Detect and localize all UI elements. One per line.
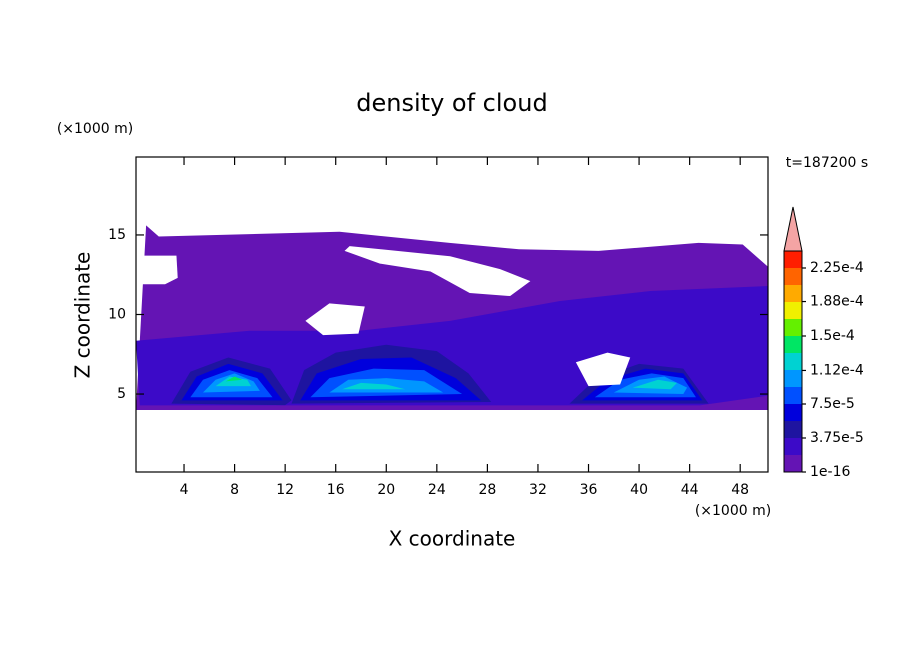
- colorbar-band: [784, 336, 802, 353]
- x-tick-label: 32: [529, 482, 547, 498]
- x-tick-label: 12: [276, 482, 294, 498]
- x-tick-label: 40: [630, 482, 648, 498]
- annotation: t=187200 s: [786, 155, 868, 171]
- y-unit: (×1000 m): [57, 121, 133, 137]
- colorbar-tick-label: 1.12e-4: [810, 362, 864, 378]
- y-axis-label: Z coordinate: [71, 252, 95, 379]
- contour-gap: [136, 255, 178, 285]
- y-tick-label: 15: [108, 227, 126, 243]
- contour-gap: [344, 246, 531, 297]
- colorbar-band: [784, 285, 802, 302]
- colorbar-tick-label: 1.88e-4: [810, 294, 864, 310]
- contour-gap: [305, 303, 365, 336]
- colorbar-band: [784, 387, 802, 404]
- colorbar-tick-label: 2.25e-4: [810, 260, 864, 276]
- x-tick-label: 48: [731, 482, 749, 498]
- contour-region: [342, 382, 406, 390]
- contour-region: [632, 379, 677, 390]
- colorbar-frame: [783, 250, 803, 473]
- colorbar-extend: [783, 206, 803, 252]
- contour-region: [225, 376, 243, 382]
- x-tick-label: 4: [180, 482, 189, 498]
- x-tick-label: 44: [681, 482, 699, 498]
- x-tick-label: 24: [428, 482, 446, 498]
- colorbar-band: [784, 455, 802, 472]
- x-tick-label: 20: [377, 482, 395, 498]
- colorbar-band: [784, 353, 802, 370]
- x-tick-label: 28: [478, 482, 496, 498]
- colorbar-band: [784, 404, 802, 421]
- colorbar-tick-label: 7.5e-5: [810, 396, 855, 412]
- y-tick-label: 10: [108, 307, 126, 323]
- contour-region: [215, 376, 252, 387]
- colorbar-band: [784, 421, 802, 438]
- contour-gap: [575, 352, 631, 387]
- colorbar-band: [784, 319, 802, 336]
- colorbar-tick-label: 3.75e-5: [810, 430, 864, 446]
- colorbar-tick-label: 1e-16: [810, 464, 850, 480]
- x-tick-label: 8: [230, 482, 239, 498]
- x-unit: (×1000 m): [695, 503, 771, 519]
- x-tick-label: 16: [327, 482, 345, 498]
- colorbar-band: [784, 302, 802, 319]
- chart-title: density of cloud: [356, 89, 547, 117]
- colorbar-band: [784, 251, 802, 268]
- colorbar-band: [784, 268, 802, 285]
- x-tick-label: 36: [580, 482, 598, 498]
- colorbar-band: [784, 438, 802, 455]
- x-axis-label: X coordinate: [389, 527, 516, 551]
- y-tick-label: 5: [117, 386, 126, 402]
- colorbar-tick-label: 1.5e-4: [810, 328, 855, 344]
- colorbar-band: [784, 370, 802, 387]
